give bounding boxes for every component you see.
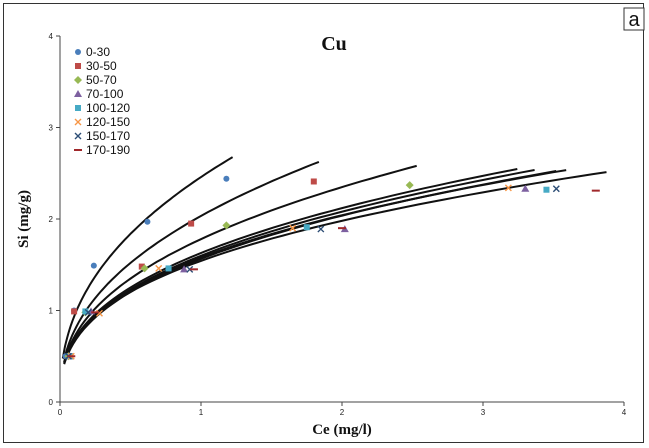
y-axis-label: Si (mg/g) [16, 190, 32, 248]
legend-marker [75, 105, 81, 111]
legend-entry: 170-190 [86, 143, 130, 157]
data-points [62, 175, 600, 361]
data-point [521, 184, 530, 192]
chart-frame [3, 3, 644, 443]
data-point [140, 264, 149, 273]
legend-marker [74, 76, 82, 84]
data-point [84, 308, 92, 316]
fit-curve [63, 171, 607, 363]
legend-entry: 70-100 [86, 87, 124, 101]
fit-curve [63, 170, 557, 365]
fit-curve [63, 169, 535, 364]
data-point [317, 225, 325, 233]
data-point [180, 265, 189, 273]
data-point [90, 262, 97, 269]
x-tick-label: 0 [58, 408, 63, 417]
legend-entry: 100-120 [86, 101, 130, 115]
data-point [310, 178, 317, 185]
fit-curve [63, 164, 417, 363]
legend-marker [74, 132, 82, 140]
data-point [405, 181, 414, 190]
axes [59, 36, 624, 403]
data-point [138, 263, 145, 270]
data-point [303, 224, 310, 231]
fit-curve [63, 160, 320, 360]
legend-marker [74, 90, 82, 97]
fit-curves [61, 156, 607, 365]
chart-title: Cu [321, 33, 347, 55]
y-tick-label: 2 [49, 215, 54, 224]
data-point [165, 265, 172, 272]
data-point [552, 185, 560, 193]
fit-curve [61, 156, 234, 359]
data-point [504, 184, 512, 192]
legend-entry: 50-70 [86, 73, 117, 87]
data-point [186, 265, 194, 273]
legend-marker [75, 49, 81, 55]
legend-entry: 30-50 [86, 59, 117, 73]
panel-label: a [628, 9, 640, 31]
data-point [223, 175, 230, 182]
panel-label-box: a [623, 7, 645, 31]
x-tick-label: 1 [199, 408, 204, 417]
x-tick-label: 3 [481, 408, 486, 417]
y-tick-label: 1 [49, 307, 54, 316]
ticks: 0 1 2 3 4 0 1 2 3 4 [49, 32, 627, 417]
data-point [82, 308, 89, 315]
data-point [543, 186, 550, 193]
y-tick-label: 4 [49, 32, 54, 41]
legend-entry: 150-170 [86, 129, 130, 143]
legend: 0-3030-5050-7070-100100-120120-150150-17… [74, 45, 130, 157]
data-point [222, 221, 231, 230]
data-point [144, 218, 151, 225]
x-tick-label: 2 [340, 408, 345, 417]
x-tick-label: 4 [622, 408, 627, 417]
x-axis-label: Ce (mg/l) [312, 422, 372, 438]
y-tick-label: 3 [49, 124, 54, 133]
data-point [289, 224, 297, 232]
data-point [188, 220, 195, 227]
legend-marker [74, 118, 82, 126]
data-point [95, 309, 103, 317]
legend-entry: 0-30 [86, 45, 110, 59]
data-point [155, 264, 163, 272]
legend-marker [75, 63, 81, 69]
y-tick-label: 0 [49, 398, 54, 407]
data-point [71, 308, 78, 315]
legend-entry: 120-150 [86, 115, 130, 129]
